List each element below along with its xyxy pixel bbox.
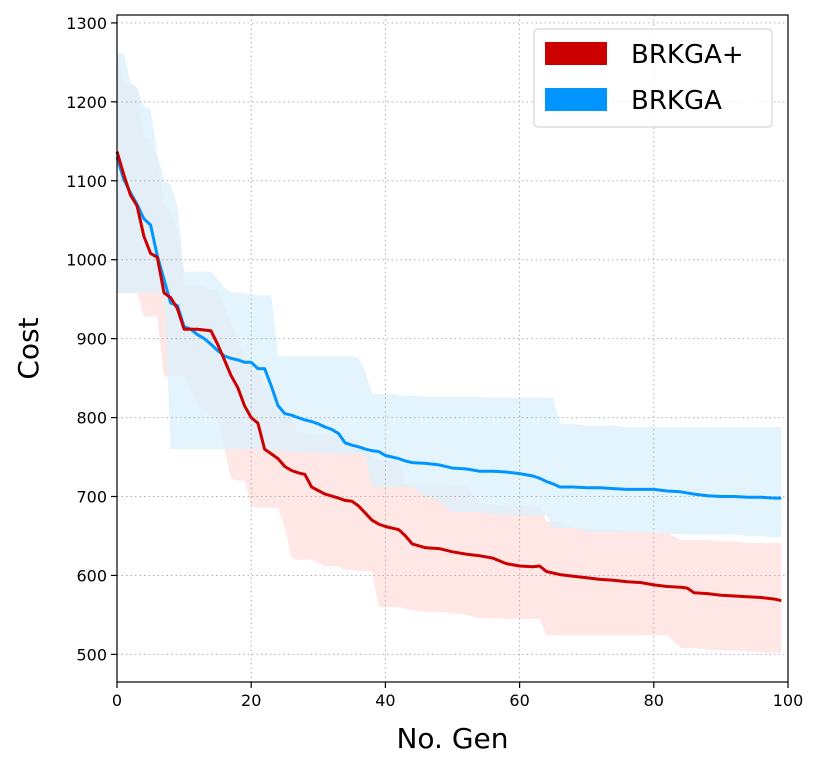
legend-label-brkga: BRKGA [631, 86, 722, 116]
y-axis-ticks: 500 600 700 800 900 1000 1100 1200 1300 [66, 14, 117, 664]
legend: BRKGA+ BRKGA [533, 28, 773, 128]
x-tick-label: 20 [241, 691, 261, 710]
mean-lines [115, 151, 782, 603]
y-tick-label: 700 [76, 488, 107, 507]
y-tick-label: 1100 [66, 172, 107, 191]
y-tick-label: 1300 [66, 14, 107, 33]
x-axis-ticks: 0 20 40 60 80 100 [112, 682, 803, 710]
y-tick-label: 900 [76, 330, 107, 349]
x-tick-label: 60 [509, 691, 529, 710]
legend-label-brkga-plus: BRKGA+ [631, 40, 744, 70]
x-tick-label: 0 [112, 691, 122, 710]
y-tick-label: 600 [76, 566, 107, 585]
y-tick-label: 1000 [66, 251, 107, 270]
band-brkga-plus [117, 46, 782, 653]
band-brkga [117, 52, 782, 538]
line-brkga [115, 156, 782, 500]
y-tick-label: 500 [76, 645, 107, 664]
y-axis-label: Cost [12, 317, 45, 379]
legend-swatch-brkga [545, 88, 607, 111]
x-tick-label: 80 [644, 691, 664, 710]
x-tick-label: 40 [375, 691, 395, 710]
plot-frame [116, 14, 789, 683]
legend-swatch-brkga-plus [545, 42, 607, 65]
x-tick-label: 100 [773, 691, 804, 710]
y-tick-label: 1200 [66, 93, 107, 112]
line-brkga-plus [115, 151, 782, 603]
confidence-bands [117, 46, 782, 653]
x-axis-label: No. Gen [396, 722, 508, 755]
y-tick-label: 800 [76, 409, 107, 428]
